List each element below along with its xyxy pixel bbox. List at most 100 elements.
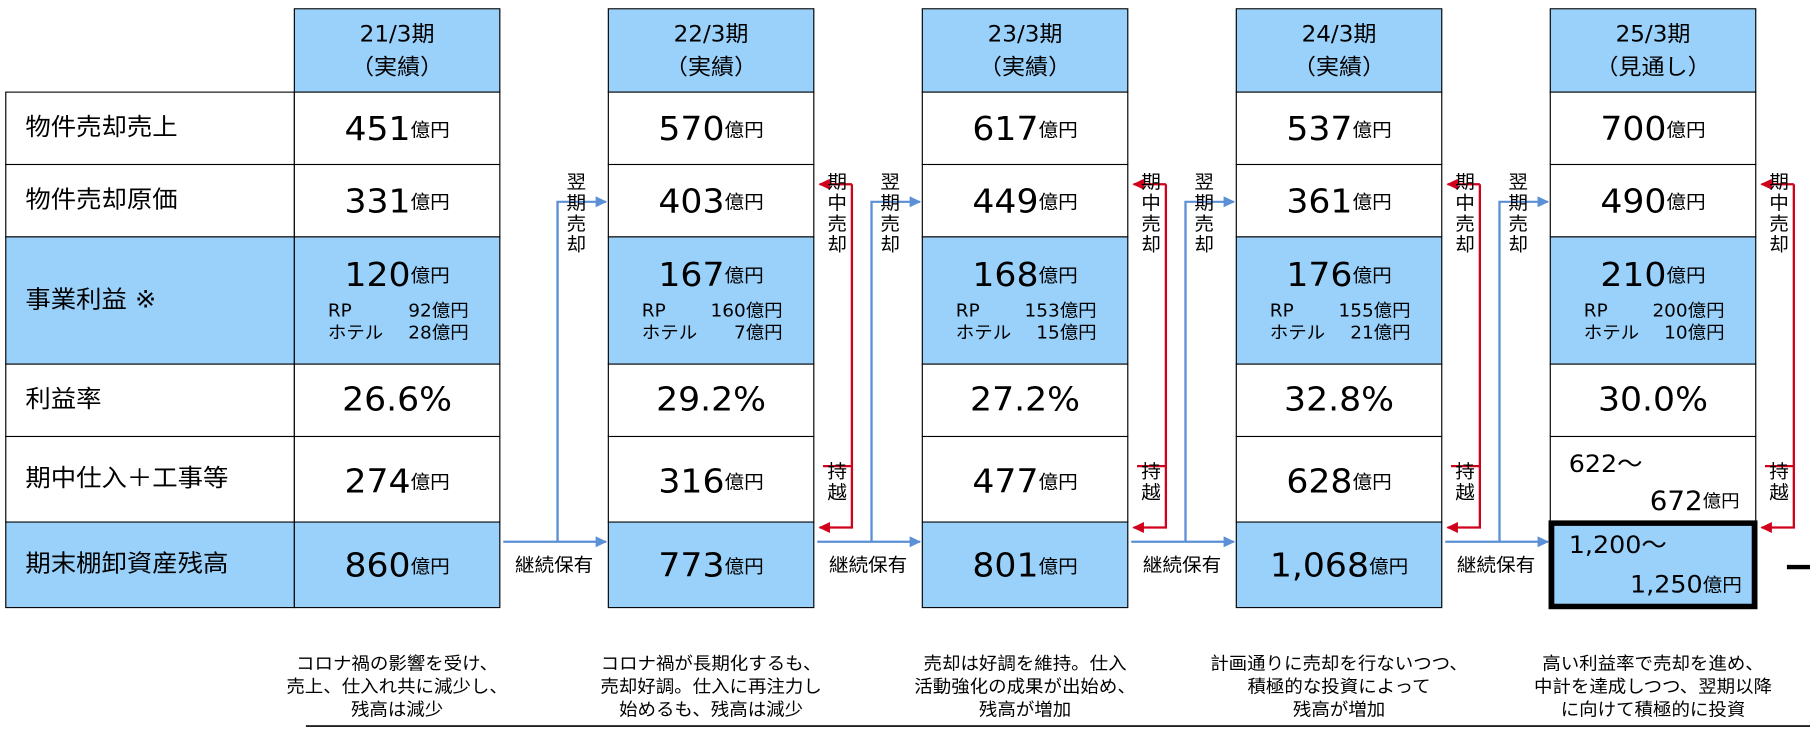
hotel-value: 15億円: [1036, 323, 1096, 343]
rp-label: RP: [1270, 301, 1294, 321]
mid-sale-label: 期中売却: [1766, 172, 1790, 256]
note: 売却は好調を維持。仕入: [924, 654, 1127, 674]
cell-value: 537億円: [1286, 110, 1391, 148]
status: （実績）: [979, 55, 1071, 80]
rp-label: RP: [642, 301, 666, 321]
mid-sale-label: 期中売却: [824, 172, 848, 256]
value-unit: 億円: [1352, 470, 1391, 492]
margin: 32.8%: [1284, 380, 1394, 418]
value-number: 361: [1286, 182, 1352, 220]
note: 積極的な投資によって: [1247, 677, 1430, 697]
next-sale-arrow: [870, 196, 922, 542]
row-label: 物件売却売上: [25, 113, 177, 141]
status: （見通し）: [1595, 55, 1710, 80]
mid-sale-line: [1132, 184, 1168, 534]
rp-label: RP: [956, 301, 980, 321]
value-cell: [293, 363, 501, 438]
value-number: 120: [344, 255, 410, 293]
value-number: 1,068: [1270, 546, 1369, 584]
value-cell: [607, 91, 815, 166]
next-sale-label: 翌期売却: [1191, 172, 1215, 255]
row-label-cell: [5, 91, 295, 166]
value-cell: [921, 236, 1129, 365]
note: 中計を達成しつつ、翌期以降: [1534, 677, 1772, 697]
value-unit: 億円: [1038, 555, 1077, 577]
value-number: 617: [972, 110, 1038, 148]
status: （実績）: [351, 55, 443, 80]
cell-value: 168億円: [972, 255, 1077, 293]
hold-label: 継続保有: [1143, 554, 1221, 576]
next-sale-arrow: [1184, 196, 1236, 542]
value-number: 477: [972, 462, 1038, 500]
header-cell: [1549, 8, 1757, 93]
value-cell: [1235, 521, 1443, 609]
value-unit: 億円: [1038, 264, 1077, 286]
next-sale-label: 翌期売却: [1505, 172, 1529, 255]
row-label-cell: [5, 435, 295, 523]
cell-value: 331億円: [344, 182, 449, 220]
mid-sale-label: 期中売却: [1452, 172, 1476, 256]
value-number: 490: [1600, 182, 1666, 220]
value-cell: [1549, 163, 1757, 238]
value-unit: 億円: [725, 555, 764, 577]
period: 22/3期: [674, 22, 749, 47]
value-cell: [1235, 435, 1443, 523]
value-unit: 億円: [411, 470, 450, 492]
rp-value: 155億円: [1338, 301, 1410, 321]
value-unit: 億円: [1666, 264, 1705, 286]
value-cell: [1549, 435, 1757, 523]
value-cell: [293, 91, 501, 166]
period: 21/3期: [360, 22, 435, 47]
value-cell: [1549, 91, 1757, 166]
hotel-label: ホテル: [328, 323, 383, 343]
hotel-value: 10億円: [1664, 323, 1724, 343]
value-unit: 億円: [725, 191, 764, 213]
cell-value: 490億円: [1600, 182, 1705, 220]
hold-label: 継続保有: [515, 554, 593, 576]
hotel-label: ホテル: [642, 323, 697, 343]
value-number: 1,250: [1630, 570, 1703, 598]
cell-value: 801億円: [972, 546, 1077, 584]
value-cell: [607, 521, 815, 609]
note: 売上、仕入れ共に減少し、: [286, 677, 507, 697]
cell-value: 672億円: [1650, 486, 1740, 516]
rp-label: RP: [328, 301, 352, 321]
cell-value: 403億円: [658, 182, 763, 220]
header-cell: [607, 8, 815, 93]
purchase-from: 622～: [1569, 449, 1643, 477]
note: 売却好調。仕入に再注力し: [600, 677, 821, 697]
note: 計画通りに売却を行ないつつ、: [1210, 654, 1468, 674]
hold-label: 継続保有: [1457, 554, 1535, 576]
status: （実績）: [665, 55, 757, 80]
hotel-value: 21億円: [1350, 323, 1410, 343]
value-unit: 億円: [1703, 492, 1740, 512]
value-cell: [1549, 236, 1757, 365]
margin: 30.0%: [1598, 380, 1708, 418]
value-unit: 億円: [1038, 191, 1077, 213]
note: 活動強化の成果が出始め、: [914, 677, 1135, 697]
cell-value: 570億円: [658, 110, 763, 148]
cell-value: 316億円: [658, 462, 763, 500]
margin: 27.2%: [970, 380, 1080, 418]
row-label: 物件売却原価: [25, 185, 177, 213]
value-cell: [1235, 163, 1443, 238]
value-unit: 億円: [1666, 191, 1705, 213]
value-cell: [607, 435, 815, 523]
cell-value: 274億円: [344, 462, 449, 500]
value-number: 801: [972, 546, 1038, 584]
margin: 29.2%: [656, 380, 766, 418]
note: に向けて積極的に投資: [1561, 700, 1746, 720]
note: 残高が増加: [979, 700, 1071, 720]
cell-value: 477億円: [972, 462, 1077, 500]
value-number: 168: [972, 255, 1038, 293]
value-cell: [1235, 91, 1443, 166]
value-number: 537: [1286, 110, 1352, 148]
cell-value: 176億円: [1286, 255, 1391, 293]
mid-sale-label: 期中売却: [1138, 172, 1162, 256]
note: 始めるも、残高は減少: [619, 700, 803, 720]
value-unit: 億円: [1703, 573, 1742, 595]
row-label: 事業利益 ※: [25, 285, 156, 313]
value-number: 860: [344, 546, 410, 584]
carry-label: 持越: [824, 462, 848, 504]
